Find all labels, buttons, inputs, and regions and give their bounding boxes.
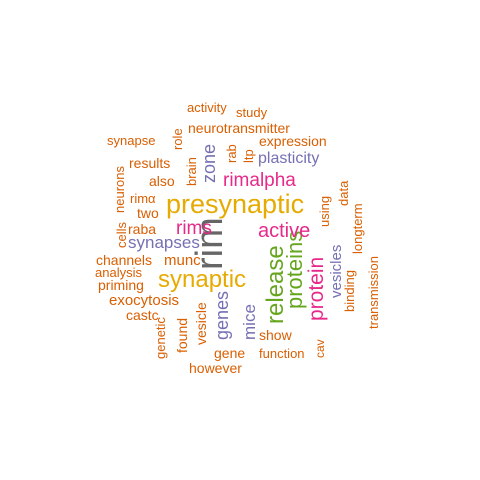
word-15: activity: [187, 100, 227, 115]
word-28: rimα: [130, 191, 156, 206]
word-20: expression: [259, 133, 327, 149]
word-6: active: [258, 220, 310, 242]
word-39: priming: [98, 277, 144, 293]
word-32: raba: [128, 221, 156, 237]
word-37: binding: [342, 270, 357, 312]
word-46: gene: [214, 345, 245, 361]
word-48: cav: [313, 339, 327, 358]
word-21: results: [129, 155, 170, 171]
word-26: also: [149, 173, 175, 189]
word-33: longterm: [350, 203, 365, 254]
word-3: release: [262, 245, 289, 324]
word-36: analysis: [95, 265, 142, 280]
word-49: however: [189, 360, 242, 376]
word-42: found: [174, 318, 190, 353]
word-31: cells: [114, 221, 129, 248]
word-9: synapses: [128, 233, 200, 252]
word-41: castc: [126, 307, 159, 323]
word-24: ltp: [241, 149, 256, 163]
word-12: genes: [212, 291, 232, 340]
word-22: brain: [184, 157, 199, 186]
word-25: neurons: [112, 166, 127, 213]
word-18: synapse: [107, 133, 155, 148]
word-40: exocytosis: [109, 292, 179, 309]
word-1: presynaptic: [166, 189, 304, 219]
word-35: munc: [164, 252, 201, 269]
word-43: vesicle: [193, 302, 209, 345]
word-14: vesicles: [328, 245, 345, 298]
word-30: two: [137, 205, 159, 221]
word-23: rab: [224, 144, 239, 163]
word-10: zone: [199, 144, 219, 183]
word-5: protein: [305, 257, 328, 321]
word-11: plasticity: [258, 150, 319, 167]
word-17: neurotransmitter: [188, 120, 290, 136]
word-16: study: [236, 105, 268, 120]
word-7: rimalpha: [223, 170, 296, 191]
word-27: data: [336, 180, 351, 206]
word-2: synaptic: [158, 266, 246, 293]
word-34: channels: [96, 252, 152, 268]
word-19: role: [170, 128, 185, 150]
word-13: mice: [240, 304, 259, 340]
word-38: transmission: [366, 256, 381, 329]
word-47: function: [259, 346, 305, 361]
word-0: rim: [189, 217, 231, 270]
word-4: proteins: [282, 231, 307, 309]
word-8: rims: [176, 218, 212, 239]
word-44: show: [259, 327, 293, 343]
word-29: using: [317, 196, 332, 227]
word-45: genetic: [153, 317, 168, 359]
